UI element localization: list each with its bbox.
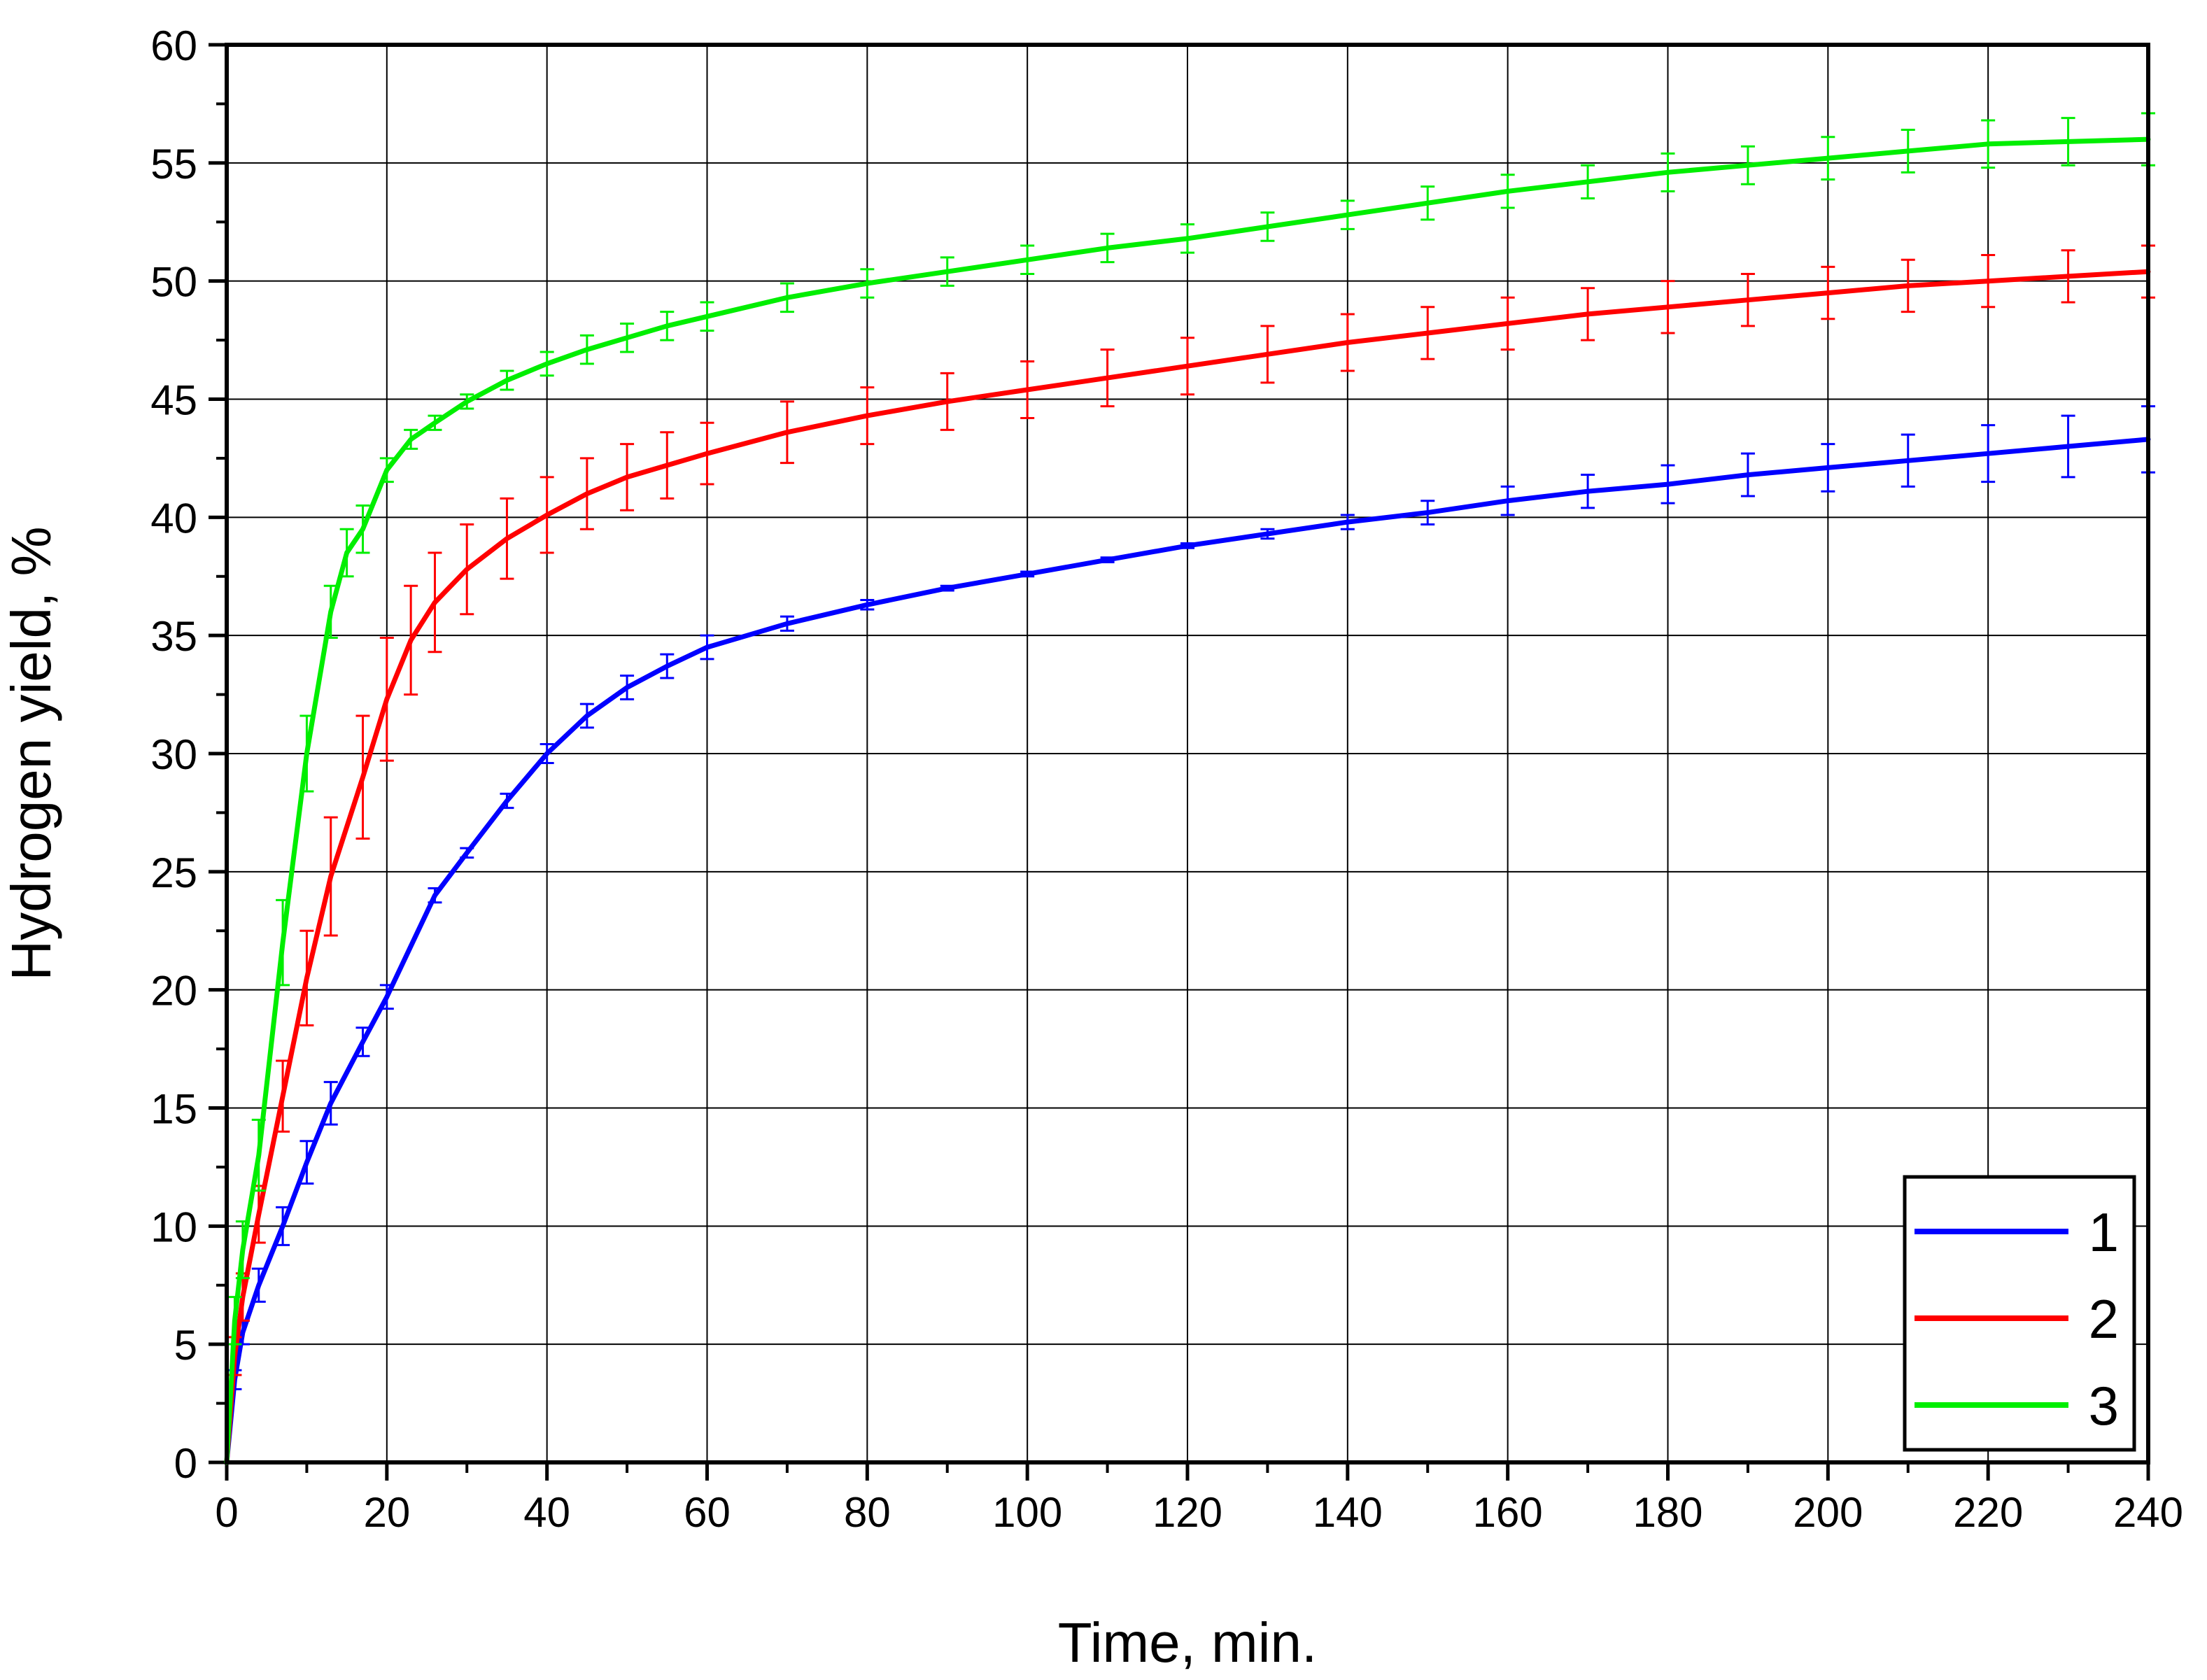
y-tick-label: 45: [150, 377, 197, 424]
y-tick-label: 20: [150, 968, 197, 1015]
series-line-1: [224, 437, 2151, 1465]
x-tick-label: 160: [1473, 1489, 1543, 1536]
legend-label-series-1: 1: [2089, 1201, 2119, 1263]
y-tick-label: 25: [150, 849, 197, 896]
series-line-2: [224, 269, 2151, 1465]
legend-label-series-2: 2: [2089, 1288, 2119, 1350]
x-tick-label: 220: [1953, 1489, 2023, 1536]
x-tick-label: 200: [1793, 1489, 1863, 1536]
x-tick-labels: 0 20 40 60 80 100 120 140 160 180 200 220 240: [215, 1489, 2183, 1536]
y-tick-label: 55: [150, 141, 197, 188]
y-tick-label: 60: [150, 22, 197, 69]
x-tick-label: 40: [523, 1489, 570, 1536]
legend: 1 2 3: [1903, 1175, 2136, 1452]
y-tick-labels: 0 5 10 15 20 25 30 35 40 45 50 55 60: [150, 22, 197, 1487]
x-tick-label: 120: [1152, 1489, 1222, 1536]
x-tick-label: 180: [1633, 1489, 1702, 1536]
y-axis-title: Hydrogen yield, %: [0, 526, 62, 980]
y-tick-label: 15: [150, 1086, 197, 1133]
x-axis-title: Time, min.: [1058, 1611, 1317, 1674]
series-1: [224, 405, 2155, 1465]
x-tick-label: 60: [684, 1489, 731, 1536]
y-tick-label: 50: [150, 259, 197, 306]
y-tick-label: 0: [174, 1440, 197, 1487]
y-tick-label: 5: [174, 1322, 197, 1369]
x-tick-label: 140: [1313, 1489, 1383, 1536]
y-tick-label: 30: [150, 731, 197, 778]
y-tick-label: 35: [150, 613, 197, 660]
series-3: [224, 112, 2155, 1465]
x-tick-label: 240: [2113, 1489, 2183, 1536]
legend-entry-1: 1: [1915, 1201, 2119, 1263]
x-tick-label: 80: [844, 1489, 891, 1536]
legend-label-series-3: 3: [2089, 1375, 2119, 1437]
plot-frame: [225, 43, 2150, 1464]
y-tick-label: 40: [150, 495, 197, 542]
x-tick-label: 100: [992, 1489, 1062, 1536]
x-tick-label: 0: [215, 1489, 238, 1536]
legend-entry-3: 3: [1915, 1375, 2119, 1437]
legend-entry-2: 2: [1915, 1288, 2119, 1350]
major-ticks: [209, 43, 2150, 1481]
x-tick-label: 20: [363, 1489, 410, 1536]
series-2: [224, 244, 2155, 1465]
data-series: [224, 112, 2155, 1465]
y-tick-label: 10: [150, 1203, 197, 1250]
series-line-3: [224, 136, 2151, 1465]
